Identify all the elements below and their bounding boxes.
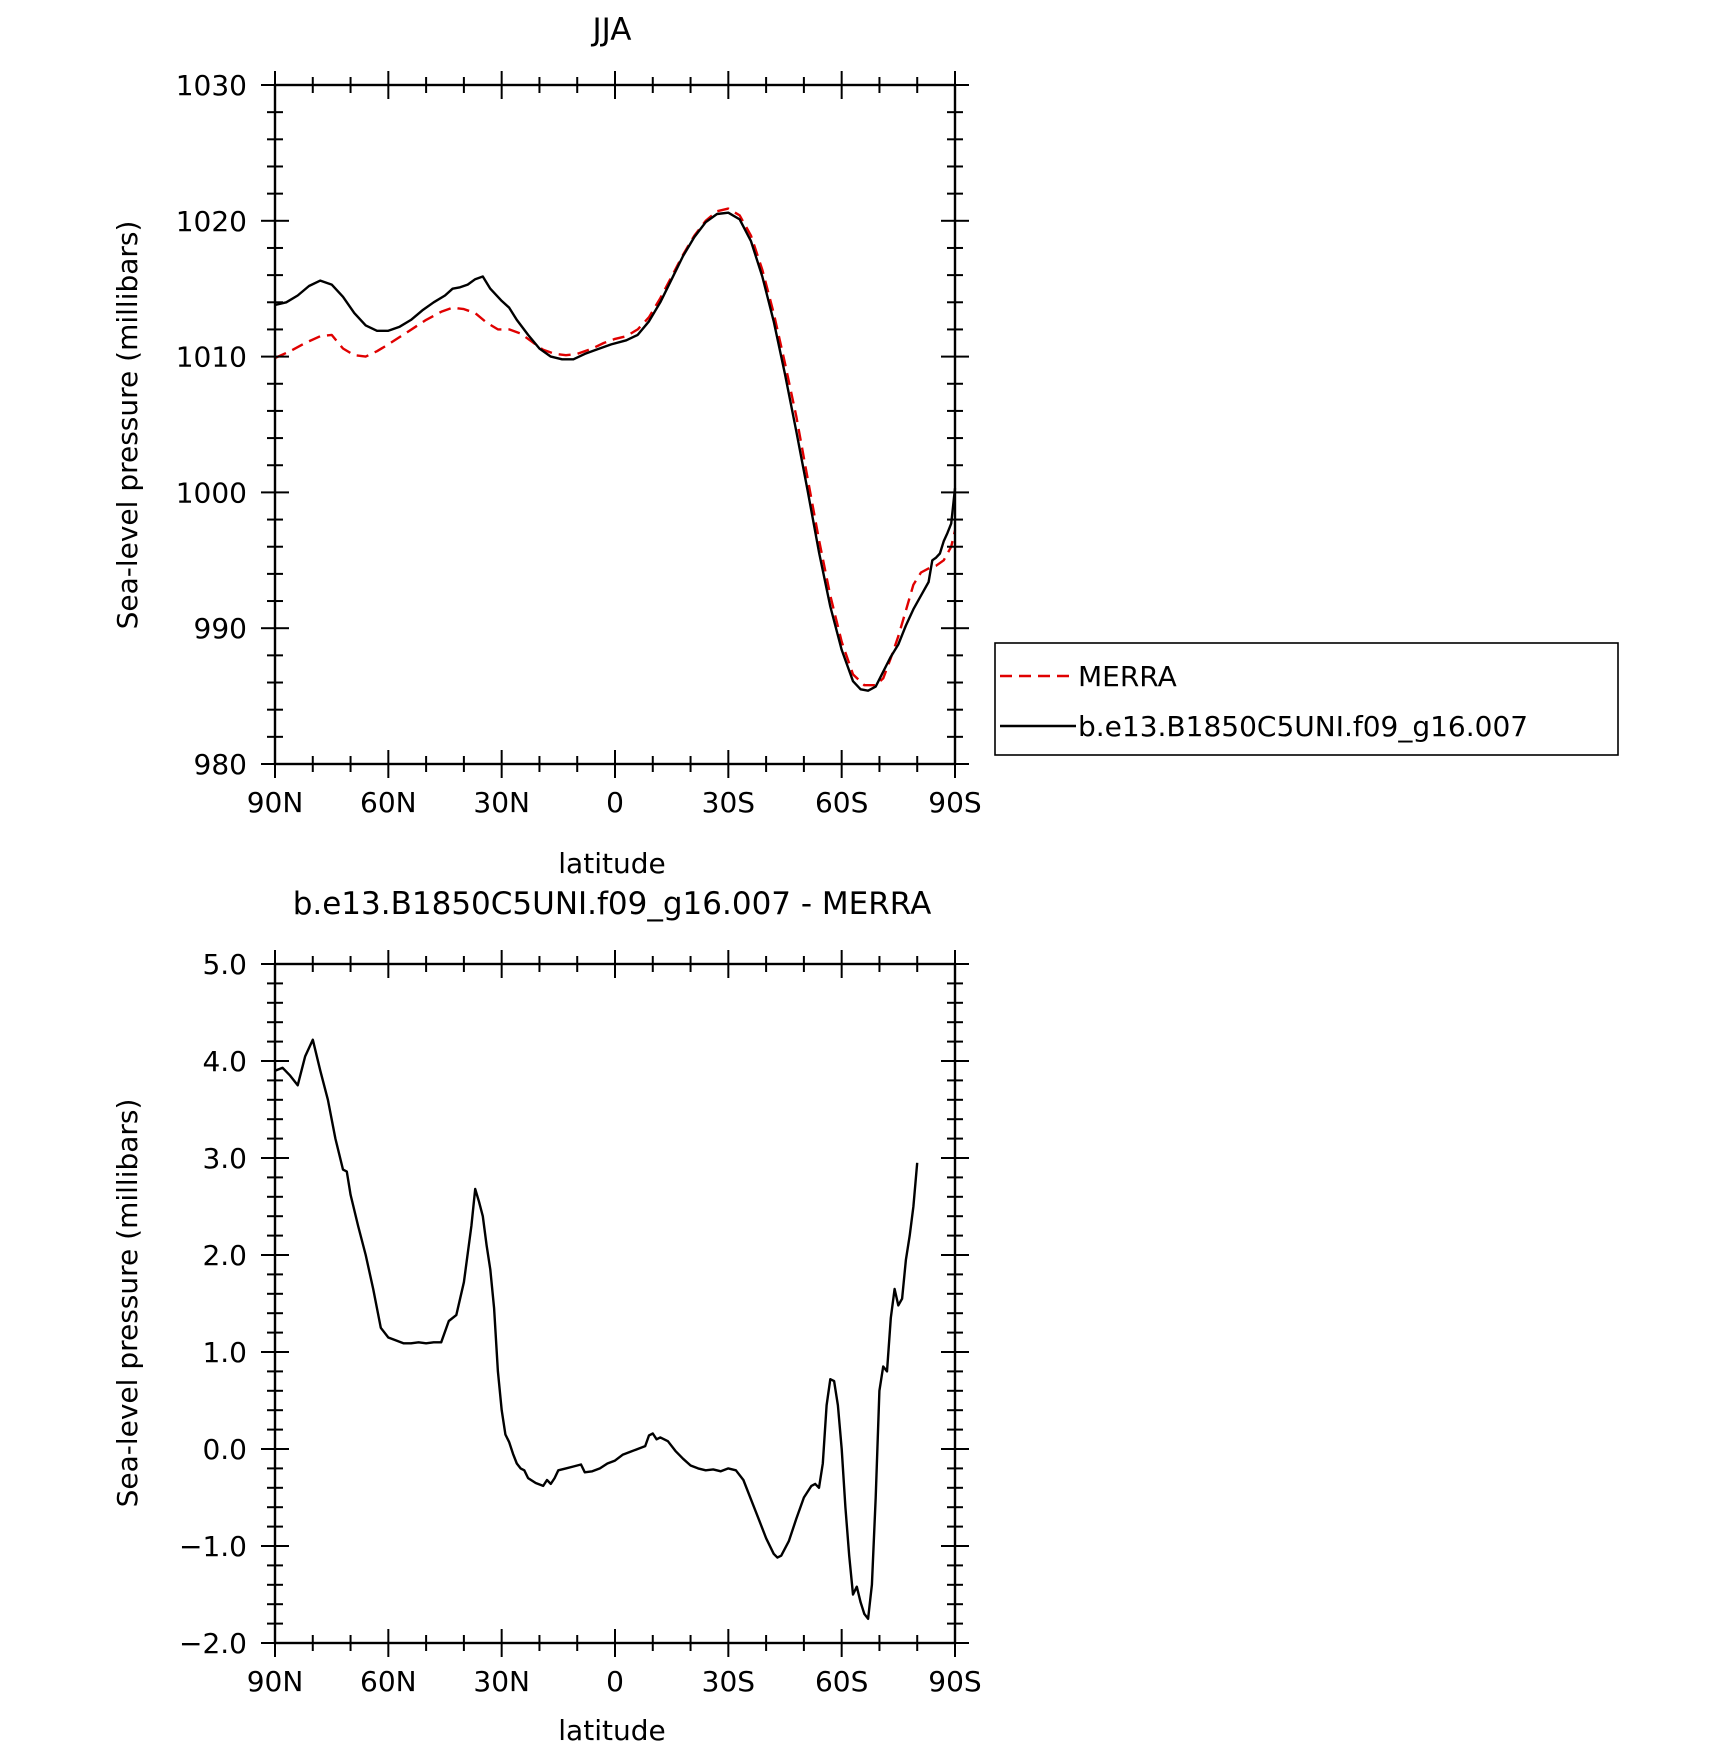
top-x-tick-label: 60S — [815, 786, 868, 819]
bottom-x-tick-label: 0 — [606, 1665, 624, 1698]
top-x-axis-label: latitude — [558, 847, 665, 880]
top-x-tick-label: 30N — [473, 786, 530, 819]
legend-box — [994, 642, 1619, 756]
bottom-y-tick-label: 4.0 — [202, 1045, 247, 1078]
top-x-tick-label: 90N — [247, 786, 304, 819]
top-y-tick-label: 980 — [194, 748, 247, 781]
top-x-tick-label: 30S — [702, 786, 755, 819]
bottom-y-tick-label: 1.0 — [202, 1336, 247, 1369]
top-x-tick-label: 90S — [928, 786, 981, 819]
top-series-line-1 — [274, 211, 957, 692]
top-x-tick-label: 0 — [606, 786, 624, 819]
bottom-x-tick-label: 90S — [928, 1665, 981, 1698]
bottom-y-tick-label: −2.0 — [179, 1627, 247, 1660]
top-chart-title: JJA — [591, 12, 632, 48]
bottom-x-tick-label: 90N — [247, 1665, 304, 1698]
bottom-y-tick-label: −1.0 — [179, 1530, 247, 1563]
bottom-series-line-0 — [274, 1038, 919, 1621]
bottom-panel: b.e13.B1850C5UNI.f09_g16.007 - MERRA 90N… — [111, 886, 982, 1745]
top-y-tick-label: 1000 — [176, 476, 247, 509]
top-y-tick-label: 1030 — [176, 69, 247, 102]
top-y-tick-label: 1020 — [176, 205, 247, 238]
bottom-y-tick-label: 3.0 — [202, 1142, 247, 1175]
bottom-y-tick-label: 0.0 — [202, 1433, 247, 1466]
bottom-x-tick-label: 30N — [473, 1665, 530, 1698]
top-x-tick-label: 60N — [360, 786, 417, 819]
top-plot-frame — [273, 83, 957, 766]
top-y-axis-label: Sea-level pressure (millibars) — [111, 221, 144, 630]
top-y-tick-label: 990 — [194, 612, 247, 645]
bottom-x-tick-label: 60S — [815, 1665, 868, 1698]
legend: MERRA b.e13.B1850C5UNI.f09_g16.007 — [994, 642, 1619, 756]
bottom-y-axis-label: Sea-level pressure (millibars) — [111, 1099, 144, 1508]
bottom-y-tick-label: 2.0 — [202, 1239, 247, 1272]
bottom-x-tick-label: 60N — [360, 1665, 417, 1698]
legend-label-merra: MERRA — [1078, 660, 1177, 693]
top-series-line-0 — [274, 207, 957, 687]
bottom-x-tick-label: 30S — [702, 1665, 755, 1698]
top-panel: JJA 90N 60N 30N 0 30S 60S 90S 1030 1020 1010 1000 9… — [111, 12, 1619, 880]
top-y-tick-label: 1010 — [176, 341, 247, 374]
bottom-chart-title: b.e13.B1850C5UNI.f09_g16.007 - MERRA — [293, 886, 932, 922]
bottom-x-axis-label: latitude — [558, 1714, 665, 1745]
bottom-y-tick-label: 5.0 — [202, 948, 247, 981]
legend-label-model: b.e13.B1850C5UNI.f09_g16.007 — [1078, 710, 1528, 743]
